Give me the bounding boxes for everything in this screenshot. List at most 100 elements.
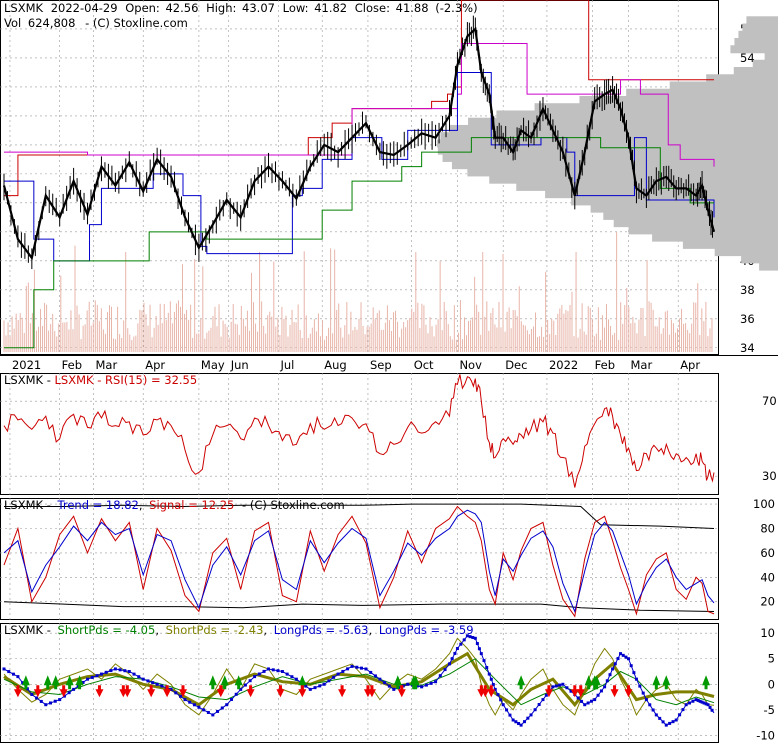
long-pds-a-point — [392, 688, 395, 691]
long-pds-a-point — [137, 675, 140, 678]
long-pds-a-point — [193, 703, 196, 706]
long-pds-a-point — [538, 703, 541, 706]
x-tick-7: Aug — [324, 358, 346, 372]
long-pds-a-point — [249, 679, 252, 682]
long-pds-a-point — [54, 700, 57, 703]
profile-bar-26 — [706, 74, 778, 82]
long-pds-a-point — [183, 698, 186, 701]
trend-y-tick-2: 60 — [760, 546, 775, 560]
long-pds-a-point — [600, 689, 603, 692]
price-y-tick-1: 36 — [740, 312, 755, 326]
pds-y-tick-0: 10 — [760, 626, 775, 640]
x-tick-6: Jul — [279, 358, 294, 372]
x-tick-8: Sep — [370, 358, 392, 372]
long-pds-a-point — [244, 684, 247, 687]
long-pds-a-point — [688, 701, 691, 704]
long-pds-a-point — [425, 684, 428, 687]
long-pds-a-point — [68, 691, 71, 694]
long-pds-a-point — [434, 680, 437, 683]
long-pds-a-point — [485, 666, 488, 669]
long-pds-a-point — [355, 666, 358, 669]
profile-bar-22 — [535, 103, 778, 111]
long-pds-a-point — [593, 698, 596, 701]
long-pds-a-point — [360, 667, 363, 670]
profile-bar-17 — [437, 139, 778, 147]
x-tick-2: Mar — [95, 358, 117, 372]
long-pds-a-point — [662, 720, 665, 723]
long-pds-a-point — [44, 703, 47, 706]
long-pds-a-point — [514, 720, 517, 723]
long-pds-a-point — [577, 696, 580, 699]
profile-bar-9 — [571, 197, 778, 205]
long-pds-a-point — [448, 662, 451, 665]
price-y-tick-0: 34 — [740, 341, 755, 355]
long-pds-a-point — [346, 667, 349, 670]
long-pds-a-point — [603, 685, 606, 688]
long-pds-a-point — [523, 720, 526, 723]
long-pds-a-point — [614, 662, 617, 665]
long-pds-a-point — [609, 673, 612, 676]
x-tick-5: Jun — [230, 358, 249, 372]
long-pds-a-point — [72, 688, 75, 691]
long-pds-a-point — [476, 642, 479, 645]
x-tick-10: Nov — [459, 358, 482, 372]
volume-header: Vol 624,808 - (C) Stoxline.com — [4, 16, 188, 30]
long-pds-a-point — [383, 681, 386, 684]
long-pds-a-point — [86, 678, 89, 681]
long-pds-a-point — [681, 708, 684, 711]
long-pds-a-point — [225, 703, 228, 706]
long-pds-a-point — [645, 698, 648, 701]
long-pds-a-point — [638, 685, 641, 688]
profile-bar-7 — [603, 212, 778, 220]
long-pds-a-point — [188, 701, 191, 704]
long-pds-a-point — [520, 724, 523, 727]
long-pds-a-point — [114, 667, 117, 670]
x-tick-15: Apr — [680, 358, 700, 372]
profile-bar-2 — [715, 248, 778, 256]
long-pds-a-point — [16, 675, 19, 678]
long-pds-a-point — [655, 713, 658, 716]
rsi-y-tick-0: 70 — [762, 394, 777, 408]
long-pds-a-point — [541, 698, 544, 701]
long-pds-a-point — [95, 674, 98, 677]
long-pds-a-point — [258, 673, 261, 676]
long-pds-a-point — [474, 637, 477, 640]
profile-bar-6 — [614, 219, 778, 227]
long-pds-a-point — [174, 691, 177, 694]
long-pds-a-point — [444, 668, 447, 671]
profile-bar-8 — [591, 205, 778, 213]
long-pds-a-point — [406, 683, 409, 686]
profile-bar-13 — [467, 168, 778, 176]
pds-y-tick-2: 0 — [768, 677, 775, 691]
long-pds-a-point — [276, 669, 279, 672]
long-pds-a-point — [590, 700, 593, 703]
long-pds-a-point — [378, 678, 381, 681]
long-pds-a-point — [160, 685, 163, 688]
long-pds-a-point — [388, 685, 391, 688]
long-pds-a-point — [652, 709, 655, 712]
profile-bar-29 — [765, 53, 778, 61]
long-pds-a-point — [685, 703, 688, 706]
profile-bar-27 — [734, 67, 778, 75]
long-pds-a-point — [648, 703, 651, 706]
long-pds-a-point — [58, 698, 61, 701]
long-pds-a-point — [105, 671, 108, 674]
long-pds-a-point — [480, 652, 483, 655]
long-pds-a-point — [142, 678, 145, 681]
long-pds-a-point — [488, 673, 491, 676]
long-pds-a-point — [580, 700, 583, 703]
profile-bar-11 — [516, 183, 778, 191]
long-pds-a-point — [565, 686, 568, 689]
long-pds-a-point — [430, 682, 433, 685]
long-pds-a-point — [478, 647, 481, 650]
long-pds-a-point — [267, 667, 270, 670]
long-pds-a-point — [35, 696, 38, 699]
long-pds-a-point — [156, 683, 159, 686]
long-pds-a-point — [351, 665, 354, 668]
long-pds-a-point — [561, 683, 564, 686]
panel-frame-2 — [1, 499, 719, 620]
profile-bar-31 — [734, 38, 778, 46]
x-tick-3: Apr — [145, 358, 165, 372]
long-pds-a-point — [332, 676, 335, 679]
